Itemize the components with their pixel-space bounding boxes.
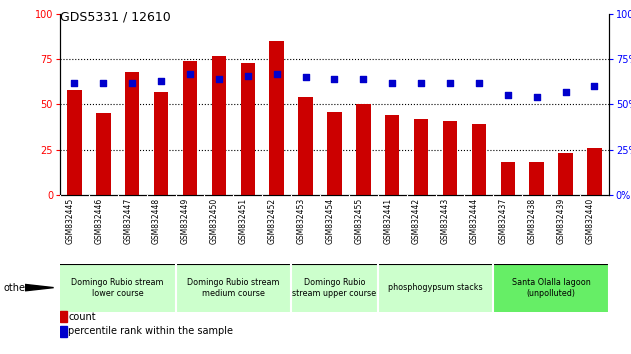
Bar [291,264,378,312]
Bar [60,264,175,312]
Text: GSM832437: GSM832437 [498,198,508,244]
Bar [500,162,515,195]
Point [532,95,542,100]
Bar [175,264,291,312]
Bar [356,104,370,195]
Point [69,80,80,86]
Bar [269,41,284,195]
Text: GSM832446: GSM832446 [94,198,103,244]
Text: GSM832444: GSM832444 [470,198,479,244]
Point [329,76,339,82]
Bar [443,121,457,195]
Point [300,75,310,80]
Point [503,93,513,98]
Text: percentile rank within the sample: percentile rank within the sample [68,326,233,336]
Point [127,80,137,86]
Point [387,80,398,86]
Bar [240,63,255,195]
Text: GSM832447: GSM832447 [123,198,132,244]
Bar [493,264,609,312]
Text: Santa Olalla lagoon
(unpolluted): Santa Olalla lagoon (unpolluted) [512,278,591,298]
Text: GDS5331 / 12610: GDS5331 / 12610 [60,11,171,24]
Bar [154,92,168,195]
Bar [587,148,602,195]
Bar [385,115,399,195]
Bar [183,61,197,195]
Bar [125,72,139,195]
Bar [67,90,81,195]
Bar [60,311,66,322]
Point [589,84,599,89]
Text: GSM832438: GSM832438 [528,198,537,244]
Text: Domingo Rubio stream
medium course: Domingo Rubio stream medium course [187,278,280,298]
Text: GSM832455: GSM832455 [355,198,363,244]
Bar [558,153,573,195]
Polygon shape [25,285,54,291]
Bar [96,113,110,195]
Point [271,71,281,76]
Point [358,76,369,82]
Bar [414,119,428,195]
Text: GSM832442: GSM832442 [412,198,421,244]
Bar [378,264,493,312]
Text: GSM832449: GSM832449 [181,198,190,244]
Bar [529,162,544,195]
Text: GSM832443: GSM832443 [441,198,450,244]
Text: GSM832441: GSM832441 [383,198,392,244]
Text: GSM832445: GSM832445 [66,198,74,244]
Point [243,73,253,78]
Text: GSM832448: GSM832448 [152,198,161,244]
Text: GSM832440: GSM832440 [586,198,594,244]
Text: Domingo Rubio stream
lower course: Domingo Rubio stream lower course [71,278,164,298]
Point [156,78,166,84]
Text: GSM832454: GSM832454 [326,198,334,244]
Text: Domingo Rubio
stream upper course: Domingo Rubio stream upper course [292,278,377,298]
Bar [327,112,341,195]
Bar [298,97,313,195]
Point [98,80,109,86]
Text: phosphogypsum stacks: phosphogypsum stacks [388,283,483,292]
Point [185,71,195,76]
Bar [471,124,486,195]
Point [474,80,484,86]
Text: count: count [68,312,96,322]
Point [416,80,426,86]
Text: GSM832451: GSM832451 [239,198,248,244]
Point [214,76,224,82]
Point [560,89,570,95]
Point [445,80,455,86]
Text: other: other [3,282,29,293]
Text: GSM832452: GSM832452 [268,198,276,244]
Bar [60,326,66,337]
Text: GSM832453: GSM832453 [297,198,305,244]
Text: GSM832439: GSM832439 [557,198,565,244]
Text: GSM832450: GSM832450 [210,198,219,244]
Bar [211,56,226,195]
